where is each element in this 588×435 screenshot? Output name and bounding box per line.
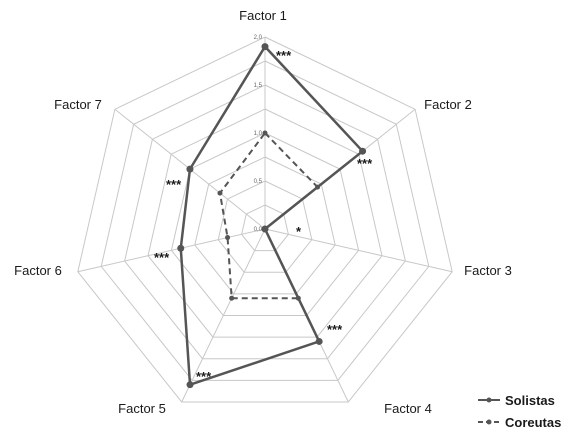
grid-ring	[194, 156, 336, 295]
axis-label: Factor 5	[118, 401, 166, 416]
radar-series	[177, 43, 367, 389]
tick-label: 1,0	[254, 131, 263, 137]
significance-label: ***	[276, 48, 292, 63]
significance-labels: *******************	[154, 48, 373, 384]
significance-label: ***	[166, 177, 182, 192]
grid-ring	[170, 132, 360, 316]
grid-ring	[100, 60, 430, 381]
legend-marker	[486, 397, 492, 403]
radar-grid	[77, 36, 453, 403]
grid-spoke	[77, 228, 266, 273]
data-point-coreutas	[229, 295, 235, 301]
data-point-solistas	[186, 381, 194, 389]
series-line-coreutas	[218, 131, 320, 300]
grid-ring	[217, 180, 313, 273]
axis-label: Factor 6	[14, 263, 62, 278]
data-point-solistas	[177, 244, 185, 252]
data-point-solistas	[359, 147, 367, 155]
significance-label: ***	[154, 250, 170, 265]
grid-spoke	[181, 228, 266, 403]
grid-ring	[147, 108, 383, 338]
series-line-solistas	[179, 44, 365, 387]
legend: Solistas Coreutas	[478, 393, 561, 430]
axis-labels: Factor 1 Factor 2 Factor 3 Factor 4 Factor 5…	[14, 8, 512, 416]
data-point-coreutas	[262, 226, 268, 232]
grid-ring	[77, 36, 453, 403]
legend-label: Solistas	[505, 393, 555, 408]
significance-label: ***	[196, 369, 212, 384]
tick-label: 1,5	[254, 83, 263, 89]
axis-label: Factor 1	[239, 8, 287, 23]
legend-marker	[486, 419, 492, 425]
data-point-solistas	[315, 337, 323, 345]
data-point-solistas	[261, 43, 269, 51]
data-point-coreutas	[225, 235, 231, 241]
grid-spoke	[264, 228, 453, 273]
tick-label: 0,0	[254, 227, 263, 233]
radial-tick-labels: 0,0 0,5 1,0 1,5 2,0	[254, 35, 263, 233]
axis-label: Factor 7	[54, 97, 102, 112]
axis-label: Factor 4	[384, 401, 432, 416]
grid-ring	[241, 204, 289, 252]
tick-label: 2,0	[254, 35, 263, 41]
axis-label: Factor 2	[424, 97, 472, 112]
legend-label: Coreutas	[505, 415, 561, 430]
significance-label: ***	[327, 322, 343, 337]
data-point-coreutas	[295, 295, 301, 301]
data-point-coreutas	[315, 184, 321, 190]
data-point-coreutas	[217, 190, 223, 196]
axis-label: Factor 3	[464, 263, 512, 278]
data-point-coreutas	[262, 130, 268, 136]
significance-label: ***	[357, 156, 373, 171]
significance-label: *	[296, 224, 302, 239]
data-point-solistas	[186, 165, 194, 173]
tick-label: 0,5	[254, 179, 263, 185]
